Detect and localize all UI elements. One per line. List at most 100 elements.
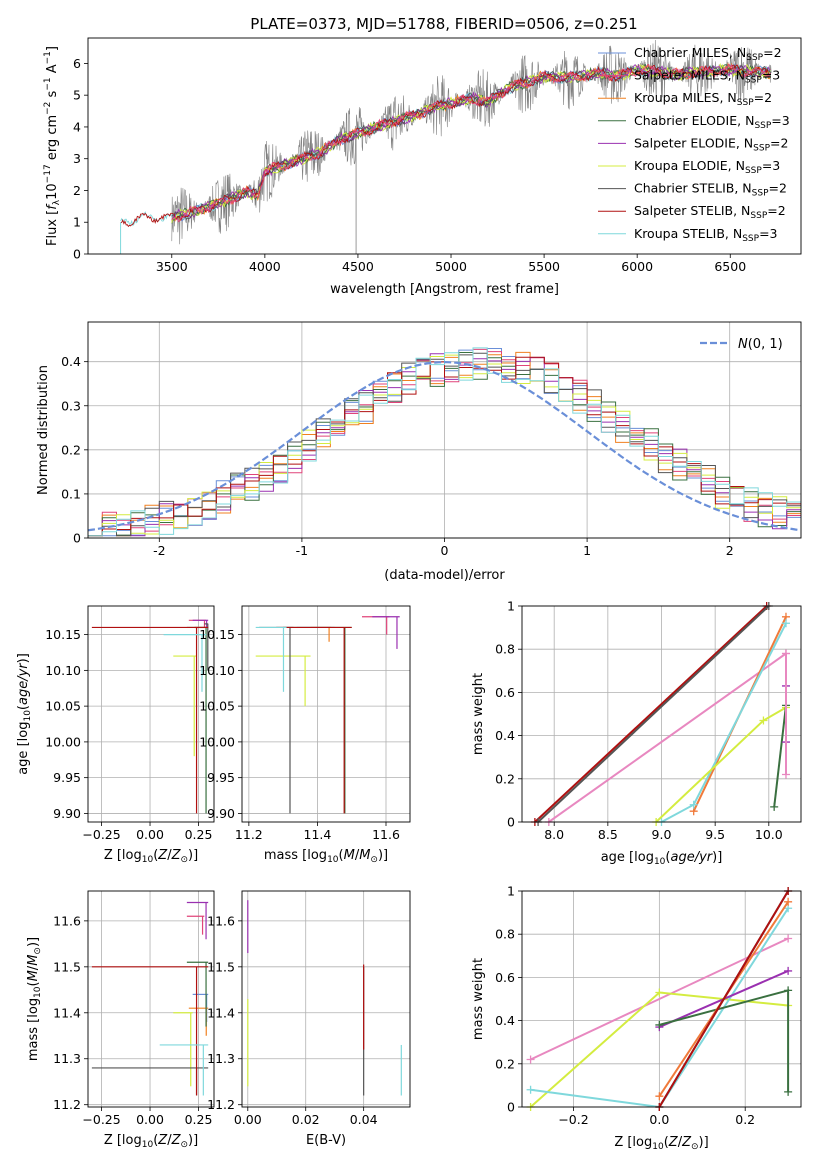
y-tick-label: 10.00 [199, 734, 235, 749]
y-tick-label: 0.2 [495, 771, 515, 786]
x-tick-label: 9.0 [652, 827, 672, 842]
y-tick-label: 0.2 [495, 1056, 515, 1071]
axes-frame [87, 321, 802, 539]
axes-frame [87, 605, 215, 823]
axes-frame [87, 37, 802, 255]
y-tick-label: 0 [73, 247, 81, 262]
series-line-salpeter_stelib [534, 606, 768, 822]
x-tick-label: 3500 [156, 259, 188, 274]
y-tick-label: 0.8 [495, 927, 515, 942]
point-marker [781, 649, 790, 658]
x-tick-label: 4000 [249, 259, 281, 274]
figure-title: PLATE=0373, MJD=51788, FIBERID=0506, z=0… [250, 15, 637, 33]
legend-entry: Chabrier ELODIE, NSSP=3 [634, 113, 790, 131]
point-marker [655, 988, 664, 997]
axes-frame [521, 890, 802, 1108]
spectrum-panel: 3500 4000 4500 5000 5500 6000 6500 0 1 2 3 4 5 6 wavel… [43, 37, 802, 297]
model-line-salpeter_elodie [171, 63, 771, 220]
x-tick-label: 0.2 [735, 1112, 755, 1127]
series-line-salpeter_stelib [658, 891, 789, 1107]
point-marker [781, 619, 790, 628]
y-tick-label: 0 [73, 531, 81, 546]
y-tick-label: 10.05 [199, 699, 235, 714]
x-tick-label: 4500 [342, 259, 374, 274]
x-tick-label: 8.0 [544, 827, 564, 842]
y-tick-label: 10.10 [45, 663, 81, 678]
series-line-kroupa_stelib [661, 622, 787, 822]
x-axis-label: Z [log10(Z/Z⊙)] [104, 848, 198, 865]
x-axis-label: wavelength [Angstrom, rest frame] [330, 282, 559, 297]
x-tick-label: 0.00 [136, 1112, 164, 1127]
model-line-salpeter_miles [171, 63, 771, 223]
x-axis-label: E(B-V) [306, 1133, 346, 1148]
y-tick-label: 11.5 [53, 959, 81, 974]
age_vs_z-panel: −0.25 0.00 0.25 9.90 9.95 10.00 10.05 10.10 10.1… [16, 605, 215, 865]
point-marker [526, 1085, 535, 1094]
series-line-kroupa_elodie [655, 706, 787, 822]
x-tick-label: -2 [153, 543, 165, 558]
y-tick-label: 0.6 [495, 970, 515, 985]
x-tick-label: 11.2 [235, 827, 263, 842]
x-tick-label: 0.25 [185, 827, 213, 842]
y-tick-label: 0.1 [61, 486, 81, 501]
axes-frame [241, 890, 411, 1108]
y-tick-label: 1 [73, 215, 81, 230]
point-marker [526, 1055, 535, 1064]
y-tick-label: 0.2 [61, 442, 81, 457]
x-tick-label: 6500 [714, 259, 746, 274]
legend-entry: Salpeter ELODIE, NSSP=2 [634, 135, 788, 153]
x-tick-label: 5500 [528, 259, 560, 274]
axes-frame [87, 890, 215, 1108]
x-tick-label: 0.02 [292, 1112, 320, 1127]
y-tick-label: 0.3 [61, 398, 81, 413]
axes-frame [521, 605, 802, 823]
point-marker [784, 986, 793, 995]
y-axis-label: mass [log10(M/M⊙)] [26, 937, 43, 1061]
y-tick-label: 11.6 [207, 913, 235, 928]
point-marker [781, 770, 790, 779]
legend-entry: Kroupa ELODIE, NSSP=3 [634, 158, 780, 176]
y-tick-label: 10.10 [199, 663, 235, 678]
y-tick-label: 0.6 [495, 685, 515, 700]
y-tick-label: 0 [507, 1100, 515, 1115]
y-tick-label: 0.4 [495, 1013, 515, 1028]
histogram-kroupa_stelib [88, 347, 801, 537]
point-marker [784, 1087, 793, 1096]
point-marker [770, 802, 779, 811]
legend-entry: Salpeter MILES, NSSP=3 [634, 68, 780, 86]
y-axis-label: age [log10(age/yr)] [16, 653, 33, 775]
mass_vs_ebv-panel: 0.00 0.02 0.04 11.2 11.3 11.4 11.5 11.6 E(B-V) [207, 890, 411, 1148]
x-tick-label: 0.25 [185, 1112, 213, 1127]
x-tick-label: −0.25 [82, 827, 120, 842]
y-tick-label: 10.15 [199, 627, 235, 642]
y-tick-label: 3 [73, 151, 81, 166]
y-tick-label: 0 [507, 815, 515, 830]
y-tick-label: 11.6 [53, 913, 81, 928]
x-tick-label: -1 [296, 543, 308, 558]
y-tick-label: 10.00 [45, 734, 81, 749]
y-tick-label: 0.4 [495, 728, 515, 743]
legend-entry: Chabrier MILES, NSSP=2 [634, 45, 782, 63]
y-tick-label: 9.95 [53, 770, 81, 785]
point-marker [655, 1092, 664, 1101]
massweight_vs_z-panel: −0.2 0.0 0.2 0 0.2 0.4 0.6 0.8 1 mass weight Z [lo… [471, 884, 802, 1152]
y-axis-label: mass weight [471, 958, 486, 1040]
point-marker [784, 897, 793, 906]
x-axis-label: (data-model)/error [384, 568, 505, 583]
y-tick-label: 10.15 [45, 627, 81, 642]
x-axis-label: age [log10(age/yr)] [601, 850, 723, 867]
legend-entry: Kroupa STELIB, NSSP=3 [634, 226, 778, 244]
y-axis-label: mass weight [471, 673, 486, 755]
mass_vs_z-panel: −0.25 0.00 0.25 11.2 11.3 11.4 11.5 11.6 Z [log1… [26, 890, 215, 1150]
y-tick-label: 11.2 [207, 1097, 235, 1112]
x-tick-label: 0 [441, 543, 449, 558]
x-axis-label: Z [log10(Z/Z⊙)] [614, 1135, 708, 1152]
y-tick-label: 9.95 [207, 770, 235, 785]
y-tick-label: 5 [73, 88, 81, 103]
legend-entry: Chabrier STELIB, NSSP=2 [634, 181, 787, 199]
y-tick-label: 11.2 [53, 1097, 81, 1112]
age_vs_mass-panel: 11.2 11.4 11.6 9.90 9.95 10.00 10.05 10.10 10.15… [199, 605, 411, 865]
x-tick-label: 11.4 [304, 827, 332, 842]
point-marker [759, 716, 768, 725]
y-tick-label: 10.05 [45, 699, 81, 714]
